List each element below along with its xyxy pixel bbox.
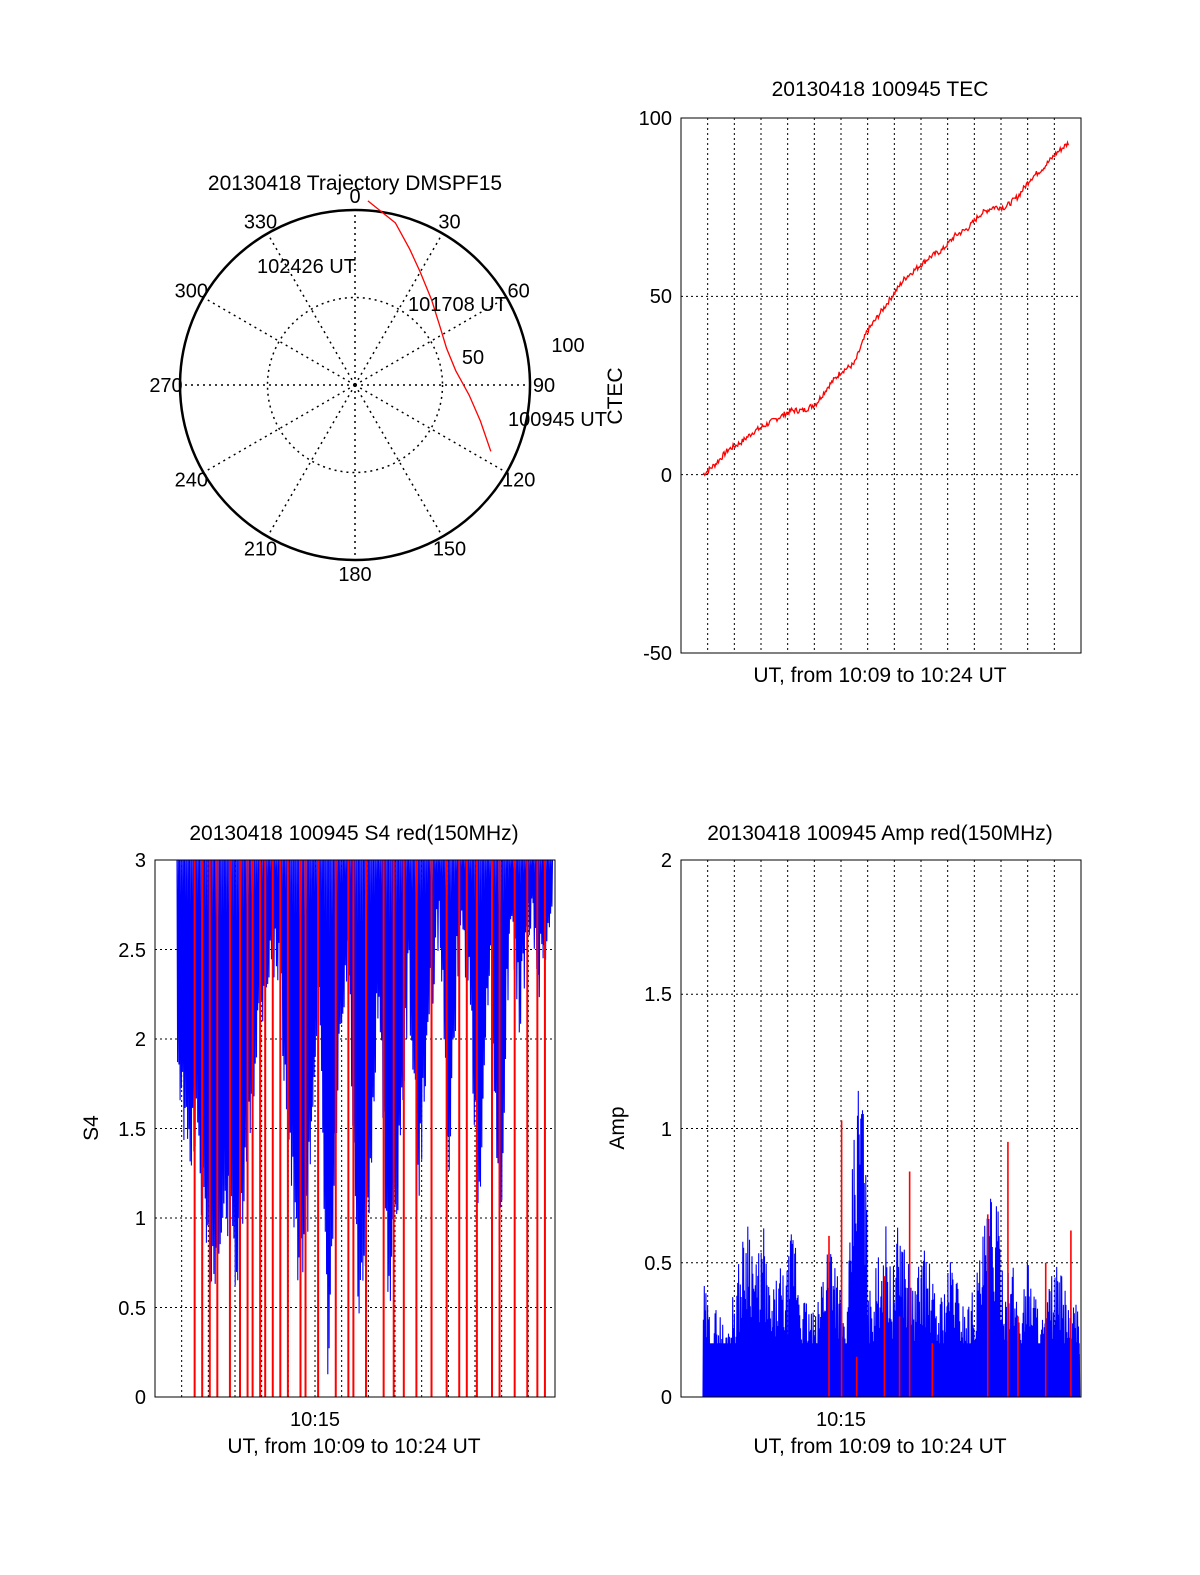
azimuth-label-90: 90 <box>533 375 555 397</box>
tec-ylabel: CTEC <box>604 367 627 424</box>
s4-ytick-0-5: 0.5 <box>118 1298 146 1320</box>
s4-ytick-3: 3 <box>135 850 146 872</box>
polar-spoke-30 <box>354 233 444 386</box>
s4-ylabel: S4 <box>80 1115 103 1141</box>
azimuth-label-180: 180 <box>338 564 371 586</box>
s4-red-trace <box>193 860 546 1397</box>
polar-outer-ring <box>178 208 532 562</box>
elevation-label-100: 100 <box>551 335 584 357</box>
tec-panel: 20130418 100945 TEC 100 50 0 -50 UT, fro… <box>604 78 1082 687</box>
tec-ytick-minus50: -50 <box>643 643 672 665</box>
s4-plot-frame <box>154 859 556 1398</box>
azimuth-label-150: 150 <box>433 539 466 561</box>
tec-xlabel: UT, from 10:09 to 10:24 UT <box>753 664 1006 687</box>
polar-spoke-210 <box>266 384 356 537</box>
satellite-track <box>367 200 492 452</box>
elevation-label-50: 50 <box>462 347 484 369</box>
polar-spoke-240 <box>203 384 356 474</box>
amp-xtick-1015: 10:15 <box>816 1409 866 1431</box>
amp-xlabel: UT, from 10:09 to 10:24 UT <box>753 1435 1006 1458</box>
azimuth-label-120: 120 <box>502 470 535 492</box>
track-annotation-end: 102426 UT <box>257 256 356 278</box>
polar-spoke-120 <box>354 384 507 474</box>
tec-grid <box>681 118 1081 653</box>
azimuth-label-30: 30 <box>438 211 460 233</box>
polar-spoke-300 <box>203 296 356 386</box>
azimuth-label-270: 270 <box>149 375 182 397</box>
azimuth-labels: 0 30 60 90 120 150 180 210 240 270 300 330 <box>149 186 555 586</box>
amp-title: 20130418 100945 Amp red(150MHz) <box>707 822 1053 845</box>
s4-panel: 20130418 100945 S4 red(150MHz) 0 0.5 1 1… <box>80 822 556 1458</box>
s4-title: 20130418 100945 S4 red(150MHz) <box>189 822 518 845</box>
s4-blue-line <box>176 859 554 1375</box>
azimuth-label-240: 240 <box>175 470 208 492</box>
azimuth-label-60: 60 <box>508 281 530 303</box>
tec-ytick-50: 50 <box>650 286 672 308</box>
s4-ytick-0: 0 <box>135 1387 146 1409</box>
s4-ytick-2-5: 2.5 <box>118 940 146 962</box>
s4-ytick-1-5: 1.5 <box>118 1119 146 1141</box>
s4-ytick-2: 2 <box>135 1029 146 1051</box>
polar-spoke-330 <box>266 233 356 386</box>
tec-ytick-100: 100 <box>639 108 672 130</box>
track-annotation-mid: 101708 UT <box>408 294 507 316</box>
amp-ytick-2: 2 <box>661 850 672 872</box>
tec-series-line <box>702 139 1070 477</box>
tec-plot-frame <box>680 117 1082 654</box>
amp-ytick-1-5: 1.5 <box>644 984 672 1006</box>
polar-spoke-150 <box>354 384 444 537</box>
amp-plot-frame <box>680 859 1082 1398</box>
amp-blue-base-fill <box>703 1343 1080 1397</box>
azimuth-label-210: 210 <box>244 539 277 561</box>
amp-ytick-0-5: 0.5 <box>644 1253 672 1275</box>
amp-ytick-1: 1 <box>661 1119 672 1141</box>
polar-spoke-60 <box>354 296 507 386</box>
track-annotation-start: 100945 UT <box>508 409 607 431</box>
polar-ring-0 <box>266 296 444 474</box>
azimuth-label-0: 0 <box>349 186 360 208</box>
amp-panel: 20130418 100945 Amp red(150MHz) 0 0.5 1 … <box>606 822 1082 1458</box>
amp-red-trace <box>828 1120 1072 1397</box>
azimuth-label-330: 330 <box>244 211 277 233</box>
trajectory-panel: 20130418 Trajectory DMSPF15 0 30 60 90 120 15… <box>149 172 607 586</box>
azimuth-label-300: 300 <box>175 281 208 303</box>
tec-ytick-0: 0 <box>661 465 672 487</box>
s4-ytick-1: 1 <box>135 1208 146 1230</box>
s4-xtick-1015: 10:15 <box>290 1409 340 1431</box>
amp-blue-trace <box>702 1090 1081 1398</box>
tec-title: 20130418 100945 TEC <box>772 78 989 101</box>
amp-ylabel: Amp <box>606 1106 629 1149</box>
trajectory-title: 20130418 Trajectory DMSPF15 <box>208 172 502 195</box>
s4-xlabel: UT, from 10:09 to 10:24 UT <box>227 1435 480 1458</box>
s4-blue-trace <box>176 859 554 1375</box>
amp-ytick-0: 0 <box>661 1387 672 1409</box>
